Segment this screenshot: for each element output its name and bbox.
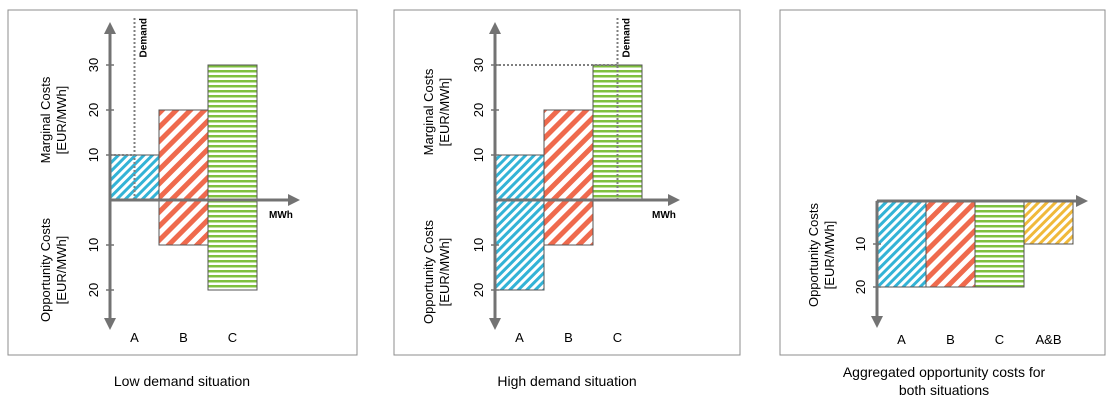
category-label: C (995, 332, 1004, 347)
y-axis-label-top-line2: [EUR/MWh] (437, 78, 452, 147)
tick-label: 10 (86, 148, 101, 162)
y-axis-label-bottom-line2: [EUR/MWh] (54, 236, 69, 305)
bar-opportunity-A-B (1023, 200, 1074, 245)
bar-opportunity-A (494, 199, 545, 291)
category-label: A (130, 330, 139, 345)
y-axis-label-bottom-line2: [EUR/MWh] (437, 238, 452, 307)
axes (871, 195, 1088, 328)
demand-label: Demand (139, 18, 150, 57)
panel-aggregated: Opportunity Costs [EUR/MWh] 10 20 A B C … (779, 9, 1106, 398)
panel-low-demand: Demand MWh Marginal Costs [EUR/MWh] Oppo… (7, 9, 358, 389)
panel-caption: Low demand situation (114, 373, 250, 389)
y-axis-label-bottom-line1: Opportunity Costs (806, 202, 821, 307)
demand-label: Demand (622, 18, 633, 57)
y-axis-arrow-up (489, 22, 501, 34)
demand-marker: Demand (110, 18, 150, 200)
tick-label: 20 (86, 283, 101, 297)
bars (109, 64, 258, 291)
panel-caption-line1: Aggregated opportunity costs for (843, 364, 1046, 380)
y-axis-arrow-down (489, 318, 501, 330)
category-label: A&B (1035, 332, 1061, 347)
tick-label: 20 (471, 103, 486, 117)
demand-marker: Demand (495, 18, 633, 200)
tick-label: 20 (86, 103, 101, 117)
tick-label: 30 (471, 58, 486, 72)
panel-frame (779, 9, 1106, 356)
y-axis-label-top-line2: [EUR/MWh] (54, 86, 69, 155)
category-label: B (564, 330, 573, 345)
y-axis-label-top-line1: Marginal Costs (421, 68, 436, 155)
axes (104, 22, 300, 330)
y-axis-label-top-line1: Marginal Costs (38, 76, 53, 163)
bars (876, 200, 1074, 288)
x-axis-arrow (668, 194, 680, 206)
tick-label: 20 (853, 280, 868, 294)
bar-opportunity-C (974, 200, 1025, 288)
bar-marginal-B (158, 109, 209, 201)
y-axis-arrow-up (104, 22, 116, 34)
bar-marginal-A (109, 154, 160, 201)
tick-label: 10 (471, 148, 486, 162)
axes (489, 22, 680, 330)
tick-label: 10 (471, 238, 486, 252)
panel-caption: High demand situation (497, 373, 636, 389)
y-axis-label-bottom-line1: Opportunity Costs (421, 219, 436, 324)
panel-high-demand: Demand MWh Marginal Costs [EUR/MWh] Oppo… (393, 9, 741, 389)
bar-opportunity-B (158, 199, 209, 246)
category-label: B (946, 332, 955, 347)
bar-opportunity-B (925, 200, 976, 288)
x-axis-arrow (288, 194, 300, 206)
panel-caption-line2: both situations (899, 382, 989, 398)
bar-opportunity-A (876, 200, 927, 288)
category-label: C (228, 330, 237, 345)
y-axis-arrow-down (104, 318, 116, 330)
bar-marginal-B (543, 109, 594, 201)
x-axis-label: MWh (269, 210, 293, 221)
category-label: A (515, 330, 524, 345)
bar-opportunity-B (543, 199, 594, 246)
tick-label: 10 (86, 238, 101, 252)
y-axis-arrow-down (871, 316, 883, 328)
tick-label: 10 (853, 237, 868, 251)
y-axis-label-bottom-line2: [EUR/MWh] (822, 221, 837, 290)
tick-label: 20 (471, 283, 486, 297)
bar-marginal-C (207, 64, 258, 201)
y-axis-label-bottom-line1: Opportunity Costs (38, 217, 53, 322)
category-label: B (179, 330, 188, 345)
x-axis-label: MWh (652, 210, 676, 221)
bar-marginal-A (494, 154, 545, 201)
bar-opportunity-C (207, 199, 258, 291)
category-label: A (897, 332, 906, 347)
tick-label: 30 (86, 58, 101, 72)
x-axis-arrow (1076, 195, 1088, 207)
category-label: C (613, 330, 622, 345)
